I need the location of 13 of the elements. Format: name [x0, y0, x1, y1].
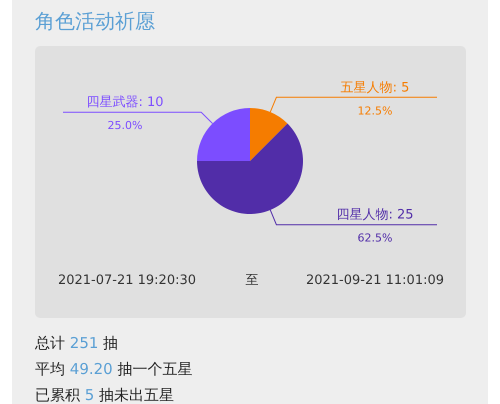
- data-label: 62.5%: [358, 232, 392, 245]
- text: 已累积 5 抽未出五星: [35, 386, 174, 404]
- text: 至: [246, 273, 258, 288]
- text: 平均 49.20 抽一个五星: [35, 360, 193, 378]
- data-label: 12.5%: [358, 104, 392, 118]
- text: 2021-07-21 19:20:30: [58, 273, 196, 288]
- text: 2021-09-21 11:01:09: [306, 273, 444, 288]
- slice-label: 四星人物: 25: [336, 208, 414, 223]
- slice-label: 四星武器: 10: [86, 95, 164, 110]
- text: 总计 251 抽: [34, 334, 118, 352]
- data-label: 25.0%: [108, 119, 142, 132]
- slice-label: 五星人物: 5: [340, 80, 410, 96]
- chart-title: 角色活动祈愿: [35, 9, 155, 33]
